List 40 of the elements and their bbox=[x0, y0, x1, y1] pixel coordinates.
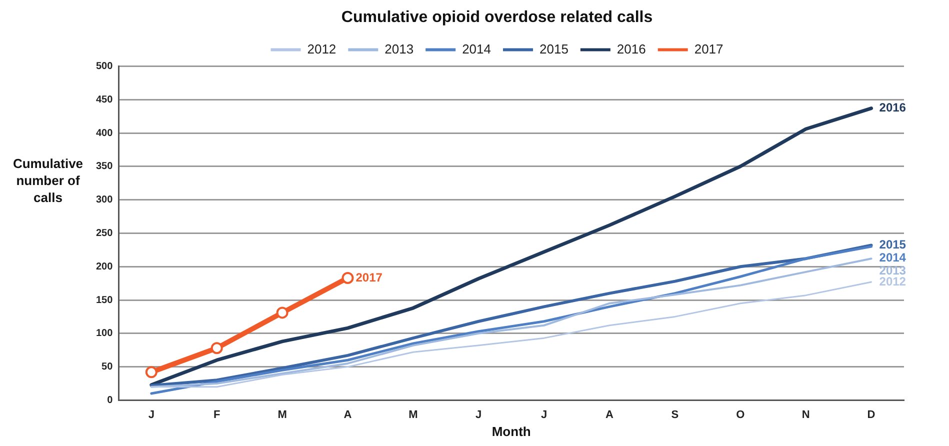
x-tick-label: O bbox=[736, 408, 746, 421]
x-tick-label: M bbox=[408, 408, 418, 421]
chart-title: Cumulative opioid overdose related calls bbox=[341, 9, 653, 26]
y-tick-label: 250 bbox=[96, 228, 114, 239]
point bbox=[145, 366, 158, 378]
x-tick-label: M bbox=[278, 408, 287, 421]
x-tick-label: A bbox=[344, 408, 352, 421]
point bbox=[276, 306, 288, 319]
y-tick-label: 150 bbox=[96, 294, 114, 306]
legend-label: 2017 bbox=[694, 41, 724, 56]
point bbox=[342, 272, 354, 284]
x-tick-label: J bbox=[541, 408, 548, 421]
x-tick-label: A bbox=[606, 408, 614, 421]
x-tick-label: S bbox=[671, 408, 679, 421]
text: 2015 bbox=[879, 238, 906, 252]
x-tick-label: J bbox=[148, 408, 154, 421]
text: 2016 bbox=[879, 100, 906, 115]
x-tick-label: N bbox=[802, 408, 810, 421]
y-tick-label: 100 bbox=[96, 328, 114, 340]
text: 2014 bbox=[879, 250, 906, 265]
legend-label: 2013 bbox=[384, 41, 414, 56]
point bbox=[210, 342, 223, 354]
legend-label: 2016 bbox=[616, 41, 646, 56]
y-tick-label: 450 bbox=[96, 94, 114, 106]
y-tick-label: 50 bbox=[102, 362, 114, 373]
legend-label: 2012 bbox=[307, 41, 336, 56]
x-tick-label: F bbox=[213, 408, 220, 421]
text: 2017 bbox=[356, 270, 382, 284]
y-tick-label: 400 bbox=[96, 128, 114, 139]
y-tick-label: 500 bbox=[96, 60, 114, 72]
y-axis-title: Cumulative number of calls bbox=[12, 155, 84, 206]
y-tick-label: 200 bbox=[96, 261, 114, 272]
x-tick-label: J bbox=[476, 408, 482, 421]
y-tick-label: 0 bbox=[107, 394, 114, 406]
y-tick-label: 300 bbox=[96, 194, 114, 206]
legend-label: 2014 bbox=[462, 41, 491, 56]
x-axis-title: Month bbox=[492, 424, 531, 439]
legend-label: 2015 bbox=[540, 41, 568, 56]
x-tick-label: D bbox=[867, 408, 876, 421]
y-tick-label: 350 bbox=[96, 161, 114, 172]
